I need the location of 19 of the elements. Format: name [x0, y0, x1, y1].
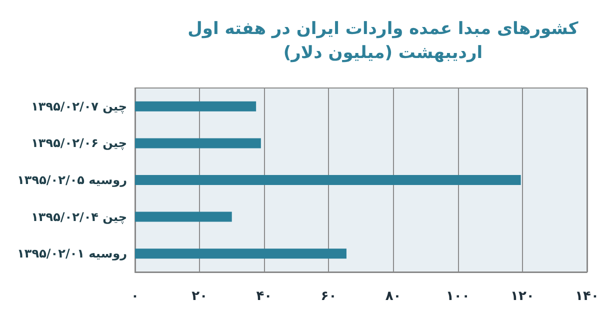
y-tick-label: چین ۱۳۹۵/۰۲/۰۶	[31, 136, 127, 150]
x-tick-label: ۶۰	[320, 289, 337, 304]
bar	[135, 101, 256, 112]
chart-title: کشورهای مبدا عمده واردات ایران در هفته اول اردیبهشت (میلیون دلار)	[188, 19, 578, 63]
x-tick-label: ۱۰۰	[446, 289, 470, 304]
bar	[135, 138, 261, 148]
bar	[135, 212, 232, 222]
x-tick-label: ۱۲۰	[510, 289, 534, 304]
y-tick-label: روسیه ۱۳۹۵/۰۲/۰۵	[17, 173, 128, 187]
bar	[135, 248, 346, 259]
x-tick-label: ۸۰	[385, 289, 402, 304]
y-tick-label: چین ۱۳۹۵/۰۲/۰۴	[31, 210, 127, 224]
y-tick-label: چین ۱۳۹۵/۰۲/۰۷	[31, 99, 127, 114]
y-tick-label: روسیه ۱۳۹۵/۰۲/۰۱	[17, 246, 128, 261]
x-tick-label: ۲۰	[192, 289, 208, 304]
x-tick-label: ۴۰	[256, 289, 272, 304]
x-tick-label: ۱۴۰	[575, 289, 599, 304]
bar	[135, 175, 521, 185]
x-tick-label: ۰	[131, 289, 139, 304]
